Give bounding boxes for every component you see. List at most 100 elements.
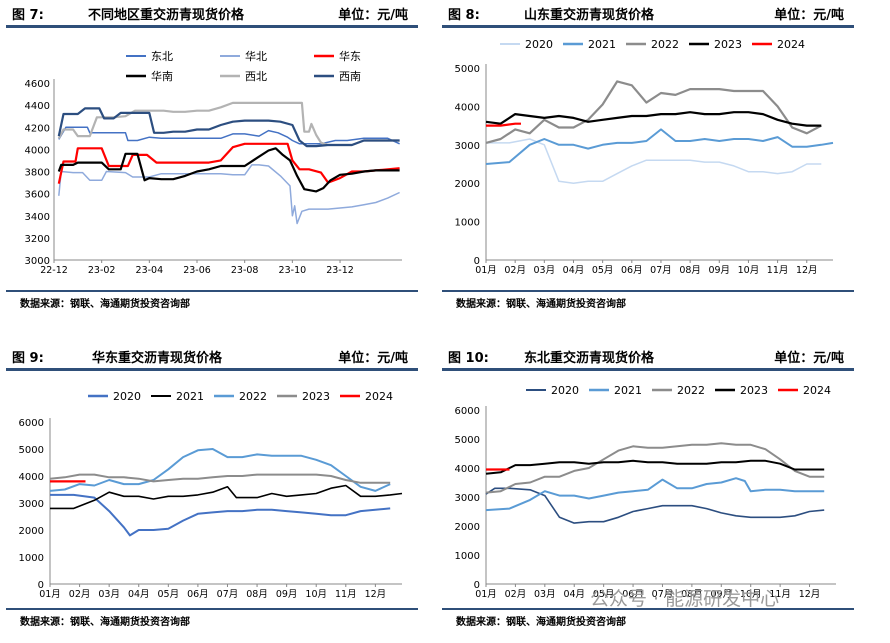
x-tick-label: 06月 bbox=[621, 265, 643, 276]
y-tick-label: 6000 bbox=[19, 418, 44, 429]
series-line-2020 bbox=[50, 493, 391, 537]
chart-title: 不同地区重交沥青现货价格 bbox=[88, 8, 245, 23]
legend-label: 2020 bbox=[113, 390, 141, 403]
series-line-2023 bbox=[49, 473, 391, 484]
x-tick-label: 23-10 bbox=[279, 265, 307, 276]
x-tick-label: 04月 bbox=[563, 589, 585, 600]
y-tick-label: 4000 bbox=[25, 145, 50, 156]
y-tick-label: 4400 bbox=[25, 101, 50, 112]
legend-label: 2024 bbox=[365, 390, 393, 403]
chart-plot-fig10: 0 1000 2000 3000 4000 5000 6000 01月 02月 03月 04月 05月… bbox=[455, 384, 836, 600]
y-tick-label: 3600 bbox=[25, 190, 50, 201]
chart-unit: 单位：元/吨 bbox=[774, 8, 844, 23]
source-note: 数据来源：钢联、海通期货投资咨询部 bbox=[20, 299, 190, 310]
x-tick-label: 03月 bbox=[534, 589, 556, 600]
x-tick-label: 06月 bbox=[187, 589, 209, 600]
y-tick-label: 0 bbox=[474, 580, 480, 591]
x-tick-label: 06月 bbox=[622, 589, 644, 600]
chart-title: 山东重交沥青现货价格 bbox=[524, 8, 655, 23]
y-tick-label: 3200 bbox=[25, 234, 50, 245]
source-note: 数据来源：钢联、海通期货投资咨询部 bbox=[20, 617, 190, 628]
y-tick-label: 3000 bbox=[19, 499, 44, 510]
x-tick-label: 08月 bbox=[679, 265, 701, 276]
series-line-西北 bbox=[57, 101, 400, 147]
source-divider bbox=[6, 608, 418, 610]
y-tick-label: 5000 bbox=[19, 445, 44, 456]
legend-label: 2022 bbox=[677, 384, 705, 397]
chart-header: 图 9: 华东重交沥青现货价格 单位：元/吨 bbox=[6, 343, 418, 367]
series-line-2021 bbox=[485, 477, 825, 512]
legend-label: 西南 bbox=[339, 70, 361, 83]
series-line-华北 bbox=[58, 164, 400, 225]
series-line-2021 bbox=[485, 128, 834, 165]
y-tick-label: 1000 bbox=[455, 218, 480, 229]
y-tick-label: 3800 bbox=[25, 168, 50, 179]
y-tick-label: 3000 bbox=[25, 256, 50, 267]
x-tick-label: 11月 bbox=[769, 589, 791, 600]
y-tick-label: 3000 bbox=[455, 493, 480, 504]
legend-label: 东北 bbox=[151, 50, 173, 63]
y-tick-label: 2000 bbox=[455, 179, 480, 190]
x-tick-label: 12月 bbox=[365, 589, 387, 600]
chart-header: 图 8: 山东重交沥青现货价格 单位：元/吨 bbox=[442, 0, 854, 24]
x-tick-label: 23-08 bbox=[231, 265, 259, 276]
legend-label: 2021 bbox=[176, 390, 204, 403]
x-tick-label: 23-02 bbox=[88, 265, 116, 276]
series-line-2021 bbox=[50, 484, 403, 510]
y-tick-label: 3000 bbox=[455, 141, 480, 152]
figure-number: 图 8: bbox=[448, 8, 480, 23]
figure-number: 图 10: bbox=[448, 351, 489, 366]
x-tick-label: 04月 bbox=[128, 589, 150, 600]
x-tick-label: 02月 bbox=[69, 589, 91, 600]
x-tick-label: 09月 bbox=[710, 589, 732, 600]
series-line-华南 bbox=[57, 147, 400, 193]
y-tick-label: 0 bbox=[38, 580, 44, 591]
chart-header: 图 7: 不同地区重交沥青现货价格 单位：元/吨 bbox=[6, 0, 418, 24]
source-note: 数据来源：钢联、海通期货投资咨询部 bbox=[456, 299, 626, 310]
y-tick-label: 2000 bbox=[19, 526, 44, 537]
y-tick-label: 1000 bbox=[455, 551, 480, 562]
y-tick-label: 5000 bbox=[455, 64, 480, 75]
legend-label: 华南 bbox=[151, 69, 173, 83]
y-tick-label: 4000 bbox=[455, 464, 480, 475]
legend-label: 西北 bbox=[245, 70, 267, 83]
chart-unit: 单位：元/吨 bbox=[774, 351, 844, 366]
series-line-2020 bbox=[485, 487, 825, 524]
y-tick-label: 1000 bbox=[19, 553, 44, 564]
x-tick-label: 01月 bbox=[475, 265, 497, 276]
legend-label: 2024 bbox=[803, 384, 831, 397]
chart-title: 东北重交沥青现货价格 bbox=[524, 351, 655, 366]
series-line-2022 bbox=[49, 448, 391, 492]
x-tick-label: 12月 bbox=[799, 589, 821, 600]
x-tick-label: 01月 bbox=[475, 589, 497, 600]
x-tick-label: 10月 bbox=[740, 589, 762, 600]
series-line-华东 bbox=[57, 142, 400, 184]
series-line-2022 bbox=[485, 80, 822, 144]
title-divider bbox=[442, 25, 854, 28]
x-tick-label: 23-12 bbox=[326, 265, 354, 276]
title-divider bbox=[442, 368, 854, 371]
source-divider bbox=[6, 290, 418, 292]
series-line-2022 bbox=[485, 442, 825, 494]
series-line-西南 bbox=[57, 107, 400, 148]
x-tick-label: 10月 bbox=[305, 589, 327, 600]
x-tick-label: 08月 bbox=[681, 589, 703, 600]
legend-label: 2022 bbox=[239, 390, 267, 403]
y-tick-label: 6000 bbox=[455, 406, 480, 417]
chart-panel-fig9: 图 9: 华东重交沥青现货价格 单位：元/吨 0 1000 2000 3000 4000… bbox=[2, 343, 422, 643]
series-line-2020 bbox=[486, 138, 822, 184]
legend-label: 2024 bbox=[777, 38, 805, 51]
y-tick-label: 0 bbox=[474, 256, 480, 267]
chart-panel-fig7: 图 7: 不同地区重交沥青现货价格 单位：元/吨 3000 3200 3400 360… bbox=[2, 0, 422, 310]
chart-plot-fig7: 3000 3200 3400 3600 3800 4000 4200 4400 4600 22-1… bbox=[25, 49, 402, 276]
x-tick-label: 08月 bbox=[246, 589, 268, 600]
series-line-2023 bbox=[485, 459, 825, 475]
title-divider bbox=[6, 368, 418, 371]
figure-number: 图 7: bbox=[12, 8, 44, 23]
x-tick-label: 02月 bbox=[504, 265, 526, 276]
source-divider bbox=[442, 608, 854, 610]
series-line-东北 bbox=[58, 126, 400, 145]
chart-header: 图 10: 东北重交沥青现货价格 单位：元/吨 bbox=[442, 343, 854, 367]
x-tick-label: 23-06 bbox=[183, 265, 211, 276]
x-tick-label: 01月 bbox=[39, 589, 61, 600]
